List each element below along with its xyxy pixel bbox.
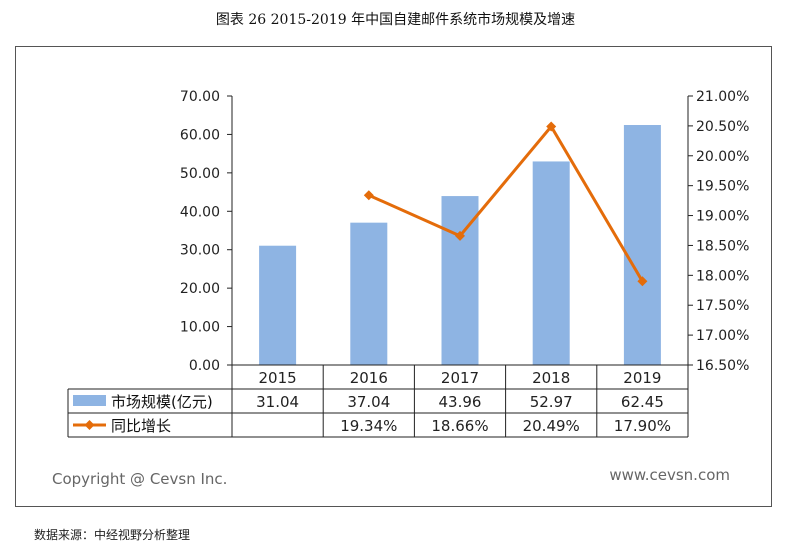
- y-right-tick-label: 17.00%: [696, 328, 749, 344]
- y-right-tick-label: 18.00%: [696, 268, 749, 284]
- y-left-tick-label: 0.00: [189, 358, 220, 374]
- table-cell-size: 52.97: [530, 393, 573, 411]
- table-cell-size: 62.45: [621, 393, 664, 411]
- table-cell-growth: 18.66%: [431, 417, 488, 435]
- website-text: www.cevsn.com: [609, 466, 730, 484]
- y-left-tick-label: 10.00: [180, 320, 220, 336]
- growth-point-2017: [455, 230, 465, 241]
- y-right-tick-label: 20.00%: [696, 149, 749, 165]
- chart-title: 图表 26 2015-2019 年中国自建邮件系统市场规模及增速: [215, 12, 576, 28]
- y-right-tick-label: 19.50%: [696, 179, 749, 195]
- y-right-tick-label: 21.00%: [696, 89, 749, 105]
- y-left-tick-label: 20.00: [180, 281, 220, 297]
- chart-svg: 0.00 10.00 20.00 30.00 40.00 50.00 60.00 70.00 1…: [52, 89, 749, 488]
- bar-2017: [441, 196, 479, 365]
- table-cell-growth: 17.90%: [614, 417, 671, 435]
- y-right-tick-label: 17.50%: [696, 298, 749, 314]
- y-left-tick-label: 40.00: [180, 204, 220, 220]
- x-tick-label: 2019: [623, 369, 661, 387]
- bar-2018: [532, 161, 570, 365]
- legend-label-size: 市场规模(亿元): [111, 393, 213, 411]
- table-cell-growth: 20.49%: [523, 417, 580, 435]
- bar-2019: [623, 125, 661, 365]
- x-tick-label: 2017: [441, 369, 479, 387]
- y-left-tick-label: 30.00: [180, 243, 220, 259]
- table-cell-size: 43.96: [439, 393, 482, 411]
- legend-key-growth-marker: [84, 420, 95, 430]
- growth-point-2018: [546, 121, 557, 132]
- y-right-tick-label: 18.50%: [696, 238, 749, 254]
- y-right-tick-label: 19.00%: [696, 209, 749, 225]
- growth-line: [368, 123, 644, 283]
- copyright-text: Copyright @ Cevsn Inc.: [52, 470, 227, 488]
- x-tick-label: 2015: [259, 369, 297, 387]
- y-left-tick-label: 70.00: [180, 89, 220, 105]
- y-left-tick-label: 60.00: [180, 127, 220, 143]
- bar-2016: [350, 222, 388, 365]
- source-note: 数据来源：中经视野分析整理: [34, 528, 191, 542]
- chart-frame: 0.00 10.00 20.00 30.00 40.00 50.00 60.00 70.00 1…: [15, 46, 772, 507]
- legend-label-growth: 同比增长: [111, 417, 171, 435]
- growth-point-2019: [637, 276, 648, 287]
- table-cell-size: 31.04: [256, 393, 299, 411]
- y-right-tick-label: 16.50%: [696, 358, 749, 374]
- table-cell-size: 37.04: [347, 393, 390, 411]
- table-cell-growth: 19.34%: [340, 417, 397, 435]
- growth-point-2016: [363, 190, 374, 201]
- bar-2015: [259, 245, 297, 365]
- legend-key-size: [73, 395, 106, 406]
- x-tick-label: 2018: [532, 369, 570, 387]
- y-left-tick-label: 50.00: [180, 166, 220, 182]
- y-right-tick-label: 20.50%: [696, 119, 749, 135]
- x-tick-label: 2016: [350, 369, 388, 387]
